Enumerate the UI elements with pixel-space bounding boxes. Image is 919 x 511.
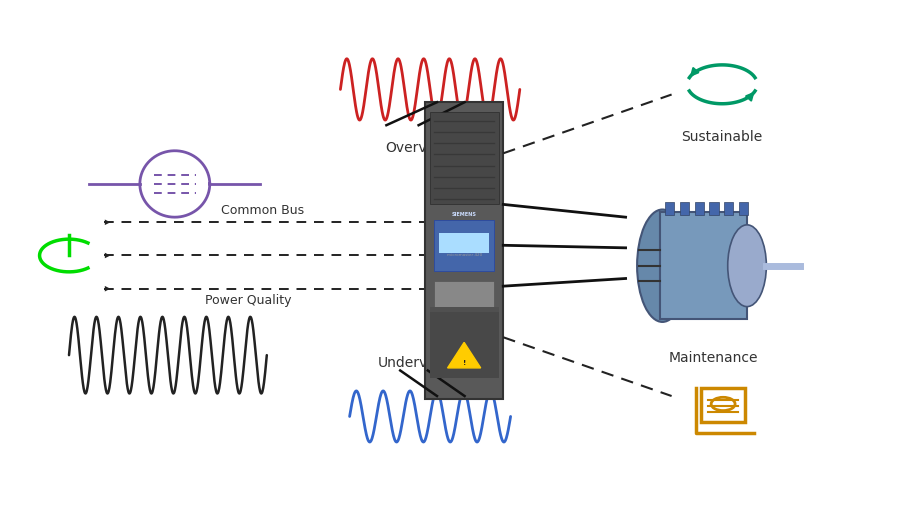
- Bar: [738, 202, 747, 215]
- Polygon shape: [448, 342, 481, 368]
- Bar: [679, 202, 688, 215]
- Text: SIEMENS: SIEMENS: [451, 212, 476, 217]
- Text: Undervoltage: Undervoltage: [378, 357, 471, 370]
- Ellipse shape: [636, 210, 686, 322]
- Bar: [429, 312, 498, 378]
- Text: Maintenance: Maintenance: [667, 352, 757, 365]
- Bar: [694, 202, 703, 215]
- Bar: [429, 307, 498, 317]
- Bar: [434, 281, 494, 312]
- Text: Sustainable: Sustainable: [681, 130, 762, 144]
- Bar: [429, 112, 498, 204]
- Bar: [425, 102, 503, 399]
- Ellipse shape: [727, 225, 766, 307]
- Text: Power Quality: Power Quality: [205, 294, 291, 307]
- Bar: [709, 202, 718, 215]
- Bar: [664, 202, 674, 215]
- Bar: [438, 233, 489, 253]
- Text: Overvoltage: Overvoltage: [385, 141, 470, 154]
- Bar: [700, 388, 744, 422]
- Text: !: !: [462, 360, 465, 366]
- Bar: [723, 202, 732, 215]
- Bar: [434, 220, 494, 271]
- Text: Common Bus: Common Bus: [221, 204, 303, 217]
- Bar: [659, 212, 746, 319]
- Text: micromaster 420: micromaster 420: [446, 253, 482, 258]
